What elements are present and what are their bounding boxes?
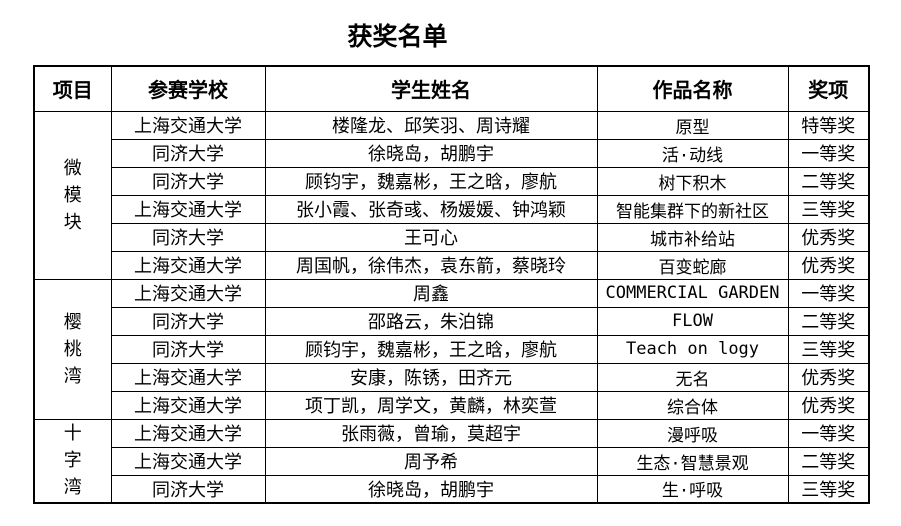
school-cell: 上海交通大学	[110, 278, 266, 308]
header-award: 奖项	[787, 65, 870, 112]
project-group-cell: 樱桃湾	[33, 278, 112, 420]
award-cell: 三等奖	[787, 194, 870, 224]
students-cell: 王可心	[264, 222, 598, 252]
work-cell: 原型	[596, 110, 789, 140]
award-cell: 特等奖	[787, 110, 870, 140]
table-row: 同济大学 顾钧宇，魏嘉彬，王之晗，廖航 树下积木 二等奖	[34, 166, 870, 196]
table-row: 同济大学 徐晓岛，胡鹏宇 生·呼吸 三等奖	[34, 474, 870, 504]
award-cell: 一等奖	[787, 278, 870, 308]
award-cell: 优秀奖	[787, 250, 870, 280]
work-cell: 智能集群下的新社区	[596, 194, 789, 224]
table-row: 樱桃湾 上海交通大学 周鑫 COMMERCIAL GARDEN 一等奖	[33, 278, 870, 420]
school-cell: 上海交通大学	[110, 110, 266, 140]
table-row: 上海交通大学 张小霞、张奇彧、杨媛媛、钟鸿颖 智能集群下的新社区 三等奖	[34, 194, 870, 224]
work-cell: 树下积木	[596, 166, 789, 196]
award-table-header: 项目 参赛学校 学生姓名 作品名称 奖项	[33, 65, 870, 112]
students-cell: 张雨薇，曾瑜，莫超宇	[264, 418, 598, 448]
students-cell: 徐晓岛，胡鹏宇	[264, 138, 598, 168]
header-work: 作品名称	[596, 65, 789, 112]
students-cell: 周国帆，徐伟杰，袁东箭，蔡晓玲	[264, 250, 598, 280]
header-project: 项目	[33, 65, 112, 112]
project-group-label: 十字湾	[63, 423, 82, 498]
students-cell: 楼隆龙、邱笑羽、周诗耀	[264, 110, 598, 140]
project-group-label: 樱桃湾	[63, 311, 82, 386]
header-row: 项目 参赛学校 学生姓名 作品名称 奖项	[33, 65, 870, 112]
award-cell: 优秀奖	[787, 362, 870, 392]
award-cell: 三等奖	[787, 474, 870, 504]
project-group-label: 微模块	[63, 157, 82, 232]
work-cell: 活·动线	[596, 138, 789, 168]
work-cell: 城市补给站	[596, 222, 789, 252]
school-cell: 同济大学	[110, 474, 266, 504]
students-cell: 张小霞、张奇彧、杨媛媛、钟鸿颖	[264, 194, 598, 224]
table-row: 十字湾 上海交通大学 张雨薇，曾瑜，莫超宇 漫呼吸 一等奖	[33, 418, 870, 504]
work-cell: 生态·智慧景观	[596, 446, 789, 476]
school-cell: 上海交通大学	[110, 390, 266, 420]
school-cell: 上海交通大学	[110, 250, 266, 280]
table-row: 上海交通大学 周予希 生态·智慧景观 二等奖	[34, 446, 870, 476]
table-row: 微模块 上海交通大学 楼隆龙、邱笑羽、周诗耀 原型 特等奖	[33, 110, 870, 280]
school-cell: 同济大学	[110, 222, 266, 252]
school-cell: 上海交通大学	[110, 194, 266, 224]
award-cell: 优秀奖	[787, 222, 870, 252]
students-cell: 顾钧宇，魏嘉彬，王之晗，廖航	[264, 166, 598, 196]
school-cell: 上海交通大学	[110, 418, 266, 448]
work-cell: COMMERCIAL GARDEN	[596, 278, 789, 308]
work-cell: 百变蛇廊	[596, 250, 789, 280]
work-cell: 生·呼吸	[596, 474, 789, 504]
table-row: 同济大学 徐晓岛，胡鹏宇 活·动线 一等奖	[34, 138, 870, 168]
award-cell: 三等奖	[787, 334, 870, 364]
header-school: 参赛学校	[110, 65, 266, 112]
work-cell: 综合体	[596, 390, 789, 420]
students-cell: 周鑫	[264, 278, 598, 308]
work-cell: Teach on logy	[596, 334, 789, 364]
award-cell: 优秀奖	[787, 390, 870, 420]
award-cell: 一等奖	[787, 138, 870, 168]
project-group-cell: 十字湾	[33, 418, 112, 504]
award-table-body: 微模块 上海交通大学 楼隆龙、邱笑羽、周诗耀 原型 特等奖 同济大学 徐晓岛，胡…	[33, 110, 870, 504]
table-row: 同济大学 顾钧宇，魏嘉彬，王之晗，廖航 Teach on logy 三等奖	[34, 334, 870, 364]
students-cell: 项丁凯，周学文，黄麟，林奕萱	[264, 390, 598, 420]
table-row: 上海交通大学 安康，陈锈，田齐元 无名 优秀奖	[34, 362, 870, 392]
table-row: 上海交通大学 项丁凯，周学文，黄麟，林奕萱 综合体 优秀奖	[34, 390, 870, 420]
students-cell: 周予希	[264, 446, 598, 476]
school-cell: 同济大学	[110, 306, 266, 336]
work-cell: 漫呼吸	[596, 418, 789, 448]
award-cell: 二等奖	[787, 446, 870, 476]
school-cell: 上海交通大学	[110, 446, 266, 476]
work-cell: FLOW	[596, 306, 789, 336]
page-title: 获奖名单	[347, 23, 448, 51]
table-row: 上海交通大学 周国帆，徐伟杰，袁东箭，蔡晓玲 百变蛇廊 优秀奖	[34, 250, 870, 280]
table-row: 同济大学 邵路云，朱泊锦 FLOW 二等奖	[34, 306, 870, 336]
table-row: 同济大学 王可心 城市补给站 优秀奖	[34, 222, 870, 252]
header-students: 学生姓名	[264, 65, 598, 112]
students-cell: 顾钧宇，魏嘉彬，王之晗，廖航	[264, 334, 598, 364]
students-cell: 安康，陈锈，田齐元	[264, 362, 598, 392]
project-group-cell: 微模块	[33, 110, 112, 280]
students-cell: 徐晓岛，胡鹏宇	[264, 474, 598, 504]
award-cell: 一等奖	[787, 418, 870, 448]
award-cell: 二等奖	[787, 306, 870, 336]
school-cell: 同济大学	[110, 334, 266, 364]
school-cell: 同济大学	[110, 166, 266, 196]
school-cell: 同济大学	[110, 138, 266, 168]
students-cell: 邵路云，朱泊锦	[264, 306, 598, 336]
award-cell: 二等奖	[787, 166, 870, 196]
work-cell: 无名	[596, 362, 789, 392]
school-cell: 上海交通大学	[110, 362, 266, 392]
award-table: 项目 参赛学校 学生姓名 作品名称 奖项 微模块 上海交通大学 楼隆龙、邱笑羽、…	[33, 65, 870, 504]
